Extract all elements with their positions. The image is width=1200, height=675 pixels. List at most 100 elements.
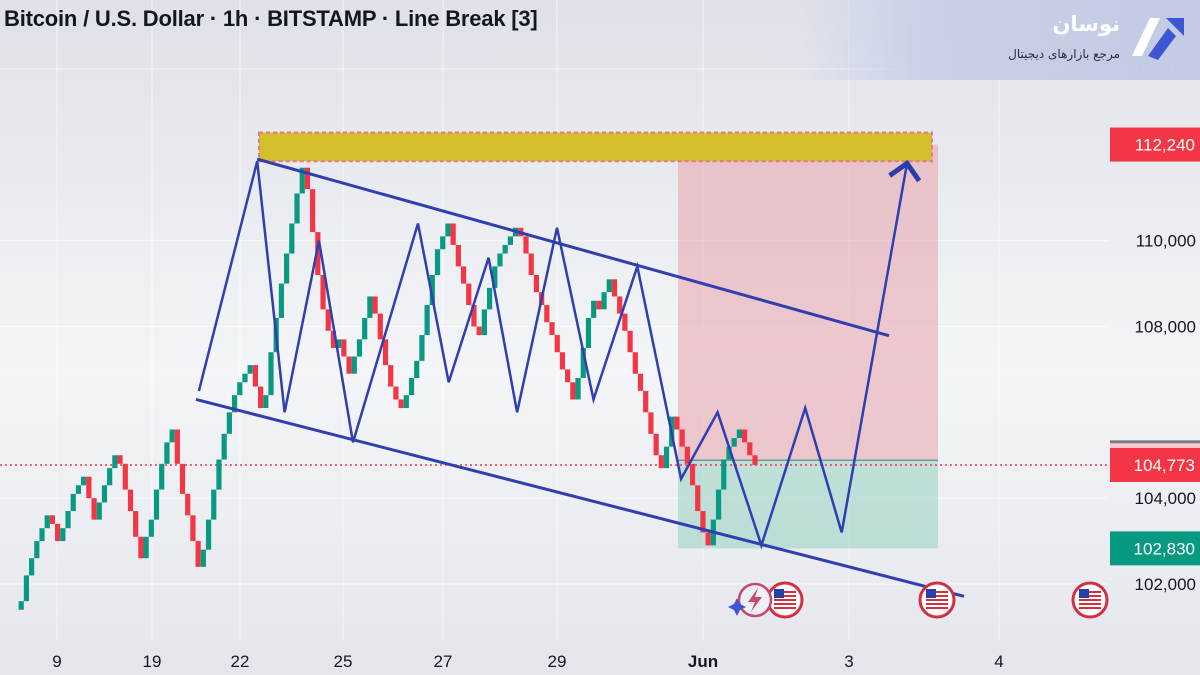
- brick: [101, 485, 108, 503]
- brick: [304, 167, 311, 190]
- brick: [247, 365, 253, 374]
- brick: [70, 493, 76, 512]
- brick: [127, 489, 134, 512]
- brick: [367, 296, 373, 318]
- lightning-icon[interactable]: [737, 582, 773, 618]
- brick: [591, 300, 597, 318]
- resistance-zone[interactable]: [258, 131, 933, 163]
- brick: [351, 356, 357, 374]
- brick: [741, 429, 748, 443]
- brick: [414, 360, 420, 378]
- brick: [320, 275, 326, 310]
- brick: [252, 365, 258, 387]
- x-tick-label: 9: [52, 652, 61, 671]
- nosan-logo-icon: [1132, 18, 1184, 60]
- brick: [492, 266, 498, 288]
- descending-channel[interactable]: [195, 157, 965, 598]
- brick: [96, 502, 102, 520]
- y-tick-label: 102,000: [1135, 575, 1196, 594]
- brick: [221, 433, 227, 460]
- brick: [29, 558, 35, 576]
- brick: [23, 575, 30, 602]
- brick: [356, 339, 363, 357]
- brick: [138, 536, 144, 559]
- brick: [55, 523, 61, 542]
- us-flag-icon[interactable]: [766, 581, 804, 619]
- brick: [544, 305, 550, 323]
- brick: [49, 515, 56, 524]
- brick: [528, 253, 534, 275]
- brick: [611, 279, 618, 297]
- us-flag-icon[interactable]: [918, 581, 956, 619]
- brick: [721, 459, 727, 490]
- long-position-tool[interactable]: [678, 144, 938, 549]
- economic-events[interactable]: [728, 581, 1109, 619]
- brick: [112, 455, 118, 469]
- projection-arrow[interactable]: [840, 159, 922, 533]
- us-flag-icon[interactable]: [1071, 581, 1109, 619]
- price-tag: 104,773: [1110, 447, 1200, 482]
- brick: [658, 455, 664, 469]
- brick: [617, 296, 623, 314]
- brick: [632, 352, 638, 374]
- brick: [486, 287, 493, 310]
- brick: [747, 442, 753, 456]
- brick: [377, 313, 383, 340]
- channel-upper-line[interactable]: [256, 157, 890, 338]
- channel-lower-line[interactable]: [195, 398, 965, 598]
- brick: [684, 446, 690, 464]
- target-zone[interactable]: [678, 144, 938, 461]
- brick: [107, 468, 113, 486]
- brick: [34, 541, 40, 559]
- brick: [117, 455, 123, 464]
- brick: [622, 313, 628, 331]
- brick: [382, 339, 389, 366]
- time-axis[interactable]: 9 19 22 25 27 29 Jun 3 4: [52, 652, 1003, 671]
- brick: [179, 463, 186, 494]
- brick: [575, 378, 581, 400]
- brick: [310, 189, 316, 233]
- brick: [679, 429, 685, 447]
- brick: [263, 395, 269, 409]
- brick: [460, 266, 467, 284]
- brick: [471, 305, 477, 327]
- brick: [429, 275, 435, 306]
- brick: [466, 283, 472, 306]
- brick: [315, 232, 321, 275]
- x-tick-label: Jun: [688, 652, 718, 671]
- brick: [174, 429, 180, 464]
- brick: [185, 493, 191, 516]
- brick: [752, 455, 758, 465]
- brick: [278, 283, 285, 318]
- brick: [169, 429, 175, 443]
- zigzag-path[interactable]: [197, 160, 843, 550]
- brick: [580, 347, 586, 378]
- brick: [440, 236, 446, 250]
- brick: [284, 253, 290, 284]
- brick: [643, 390, 649, 413]
- brand-name: نوسان: [1052, 12, 1120, 36]
- brick: [195, 541, 201, 567]
- brick: [637, 373, 644, 391]
- brick: [216, 459, 222, 490]
- brick: [408, 378, 415, 396]
- brick: [695, 485, 701, 512]
- brick: [481, 309, 487, 336]
- brick: [268, 352, 274, 396]
- brick: [601, 292, 607, 310]
- brick: [81, 476, 87, 486]
- brick: [715, 489, 722, 520]
- brick: [226, 412, 232, 434]
- brick: [533, 275, 540, 293]
- brick: [726, 446, 732, 460]
- brick: [502, 244, 508, 254]
- brick: [164, 442, 170, 464]
- brick: [388, 365, 394, 387]
- brick: [205, 519, 212, 550]
- brick: [559, 352, 566, 370]
- brick: [289, 223, 295, 254]
- brick: [86, 476, 92, 499]
- price-tag: 102,830: [1110, 531, 1200, 566]
